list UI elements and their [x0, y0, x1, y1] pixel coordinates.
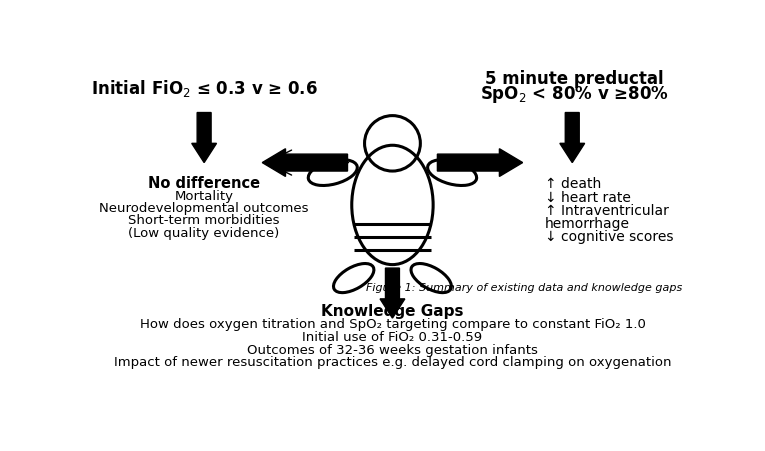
- Text: ↓ cognitive scores: ↓ cognitive scores: [545, 229, 674, 243]
- Text: Figure 1: Summary of existing data and knowledge gaps: Figure 1: Summary of existing data and k…: [366, 283, 682, 293]
- Text: Mortality: Mortality: [174, 189, 233, 202]
- Text: Short-term morbidities: Short-term morbidities: [129, 214, 280, 227]
- Text: Outcomes of 32-36 weeks gestation infants: Outcomes of 32-36 weeks gestation infant…: [247, 343, 538, 356]
- FancyArrow shape: [560, 113, 584, 163]
- Text: No difference: No difference: [148, 175, 260, 190]
- Text: How does oxygen titration and SpO₂ targeting compare to constant FiO₂ 1.0: How does oxygen titration and SpO₂ targe…: [139, 318, 646, 331]
- Text: Initial FiO$_2$ ≤ 0.3 v ≥ 0.6: Initial FiO$_2$ ≤ 0.3 v ≥ 0.6: [90, 78, 317, 98]
- Text: 5 minute preductal: 5 minute preductal: [485, 70, 664, 87]
- Text: Impact of newer resuscitation practices e.g. delayed cord clamping on oxygenatio: Impact of newer resuscitation practices …: [114, 356, 671, 368]
- FancyArrow shape: [262, 149, 347, 177]
- Text: hemorrhage: hemorrhage: [545, 216, 630, 230]
- FancyArrow shape: [380, 268, 405, 318]
- Text: Initial use of FiO₂ 0.31-0.59: Initial use of FiO₂ 0.31-0.59: [302, 330, 483, 343]
- Text: Knowledge Gaps: Knowledge Gaps: [321, 303, 464, 318]
- Text: ↑ death: ↑ death: [545, 177, 601, 191]
- Text: Neurodevelopmental outcomes: Neurodevelopmental outcomes: [99, 202, 309, 215]
- Text: ↓ heart rate: ↓ heart rate: [545, 190, 631, 204]
- Text: ↑ Intraventricular: ↑ Intraventricular: [545, 203, 669, 217]
- Text: (Low quality evidence): (Low quality evidence): [129, 226, 280, 239]
- FancyArrow shape: [192, 113, 216, 163]
- Text: SpO$_2$ < 80% v ≥80%: SpO$_2$ < 80% v ≥80%: [480, 83, 669, 105]
- FancyArrow shape: [438, 149, 522, 177]
